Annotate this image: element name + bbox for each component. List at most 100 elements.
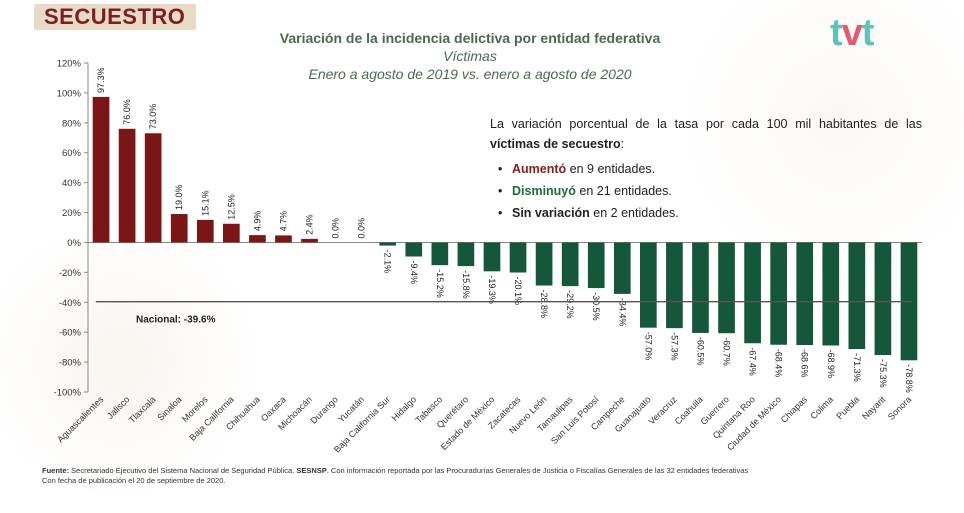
footer-source-label: Fuente: bbox=[42, 466, 70, 475]
data-label: -28.8% bbox=[539, 290, 549, 319]
y-tick-label: 100% bbox=[57, 88, 82, 99]
legend-item-same-rest: en 2 entidades. bbox=[589, 206, 679, 220]
bar bbox=[744, 242, 761, 344]
data-label: 0.0% bbox=[357, 218, 367, 239]
x-tick-label: Puebla bbox=[834, 394, 861, 421]
bar bbox=[249, 235, 266, 243]
y-tick-label: -100% bbox=[54, 388, 82, 399]
data-label: 4.7% bbox=[278, 211, 288, 232]
data-label: -20.1% bbox=[513, 277, 523, 306]
bar bbox=[822, 242, 840, 346]
bar bbox=[613, 242, 631, 294]
data-label: 2.4% bbox=[305, 214, 315, 235]
footer-source-text2: . Con información reportada por las Proc… bbox=[326, 466, 749, 475]
bar bbox=[92, 96, 110, 243]
bar bbox=[431, 242, 449, 266]
y-tick-label: 120% bbox=[57, 59, 82, 70]
legend-item-decrease: Disminuyó en 21 entidades. bbox=[498, 180, 922, 202]
legend-intro-bold: víctimas de secuestro bbox=[490, 137, 621, 151]
legend-item-same-bold: Sin variación bbox=[512, 206, 590, 220]
data-label: -67.4% bbox=[748, 347, 758, 376]
bar bbox=[457, 242, 475, 267]
data-label: 12.5% bbox=[226, 194, 236, 220]
legend-box: La variación porcentual de la tasa por c… bbox=[490, 114, 922, 224]
y-tick-label: -60% bbox=[59, 328, 82, 339]
bar bbox=[666, 242, 683, 329]
bar bbox=[275, 235, 292, 243]
bar bbox=[848, 242, 866, 350]
x-tick-label: Chiapas bbox=[779, 394, 810, 425]
bar bbox=[692, 242, 709, 333]
x-tick-label: Nayarit bbox=[860, 394, 888, 422]
x-tick-label: Colima bbox=[808, 394, 835, 421]
legend-item-decrease-bold: Disminuyó bbox=[512, 184, 576, 198]
legend-item-decrease-rest: en 21 entidades. bbox=[575, 184, 672, 198]
chart-subtitle: Víctimas bbox=[443, 48, 497, 64]
bar bbox=[535, 242, 553, 286]
bar bbox=[301, 238, 318, 243]
footer-source-bold: SESNSP bbox=[296, 466, 327, 475]
data-label: -68.4% bbox=[774, 349, 784, 378]
data-label: 73.0% bbox=[148, 104, 158, 130]
y-tick-label: 40% bbox=[62, 178, 82, 189]
legend-item-increase: Aumentó en 9 entidades. bbox=[498, 158, 922, 180]
legend-item-same: Sin variación en 2 entidades. bbox=[498, 202, 922, 224]
bar bbox=[509, 242, 527, 273]
x-tick-label: Durango bbox=[309, 394, 340, 425]
data-label: 15.1% bbox=[200, 190, 210, 216]
x-tick-label: Aguascalientes bbox=[55, 394, 106, 445]
data-label: 76.0% bbox=[122, 99, 132, 125]
bar bbox=[483, 242, 501, 272]
bar bbox=[796, 242, 814, 346]
data-label: 19.0% bbox=[174, 185, 184, 211]
data-label: -57.3% bbox=[669, 332, 679, 361]
data-label: -29.2% bbox=[565, 290, 575, 319]
legend-list: Aumentó en 9 entidades. Disminuyó en 21 … bbox=[490, 158, 922, 224]
logo-letter-1: t bbox=[830, 12, 843, 54]
bar bbox=[379, 242, 397, 246]
x-tick-label: Tlaxcala bbox=[127, 394, 158, 425]
data-label: 4.9% bbox=[252, 211, 262, 232]
legend-intro-text: La variación porcentual de la tasa por c… bbox=[490, 117, 922, 131]
data-label: -75.3% bbox=[878, 359, 888, 388]
footer-publication: Con fecha de publicación el 20 de septie… bbox=[42, 476, 226, 485]
data-label: -60.5% bbox=[695, 337, 705, 366]
bar bbox=[118, 128, 136, 243]
y-tick-label: -80% bbox=[59, 358, 82, 369]
y-tick-label: -20% bbox=[59, 268, 82, 279]
data-label: -15.8% bbox=[461, 270, 471, 299]
legend-intro: La variación porcentual de la tasa por c… bbox=[490, 114, 922, 154]
bar bbox=[561, 242, 579, 287]
national-reference-label: Nacional: -39.6% bbox=[136, 315, 216, 326]
section-badge: SECUESTRO bbox=[34, 4, 196, 30]
data-label: -60.7% bbox=[722, 337, 732, 366]
bar bbox=[405, 242, 423, 257]
y-tick-label: -40% bbox=[59, 298, 82, 309]
bar bbox=[874, 242, 892, 356]
legend-item-increase-bold: Aumentó bbox=[512, 162, 567, 176]
data-label: 0.0% bbox=[331, 218, 341, 239]
logo-letter-2: v bbox=[841, 12, 863, 54]
footer-source: Fuente: Secretariado Ejecutivo del Siste… bbox=[42, 466, 922, 476]
bar bbox=[770, 242, 787, 345]
bar bbox=[223, 223, 240, 243]
bar bbox=[144, 133, 162, 243]
logo-letter-3: t bbox=[861, 12, 875, 54]
x-tick-label: Sinaloa bbox=[155, 394, 183, 422]
data-label: -2.1% bbox=[383, 250, 393, 274]
bar bbox=[640, 242, 657, 328]
data-label: -30.5% bbox=[591, 292, 601, 321]
y-tick-label: 0% bbox=[67, 238, 81, 249]
bar bbox=[718, 242, 735, 334]
data-label: -68.9% bbox=[826, 349, 836, 378]
data-label: -78.8% bbox=[904, 364, 914, 393]
legend-item-increase-rest: en 9 entidades. bbox=[566, 162, 656, 176]
legend-intro-end: : bbox=[620, 137, 625, 151]
footer: Fuente: Secretariado Ejecutivo del Siste… bbox=[42, 466, 922, 486]
bar bbox=[587, 242, 605, 289]
bar bbox=[170, 214, 188, 243]
x-tick-label: Sonora bbox=[886, 394, 914, 422]
data-label: -19.3% bbox=[487, 275, 497, 304]
y-tick-label: 60% bbox=[62, 148, 82, 159]
